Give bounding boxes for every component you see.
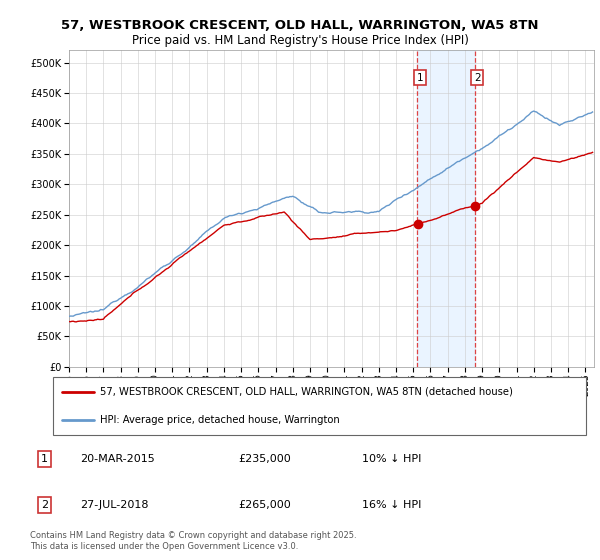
Text: 1: 1 [41,454,48,464]
FancyBboxPatch shape [53,377,586,435]
Text: 27-JUL-2018: 27-JUL-2018 [80,500,149,510]
Text: 57, WESTBROOK CRESCENT, OLD HALL, WARRINGTON, WA5 8TN (detached house): 57, WESTBROOK CRESCENT, OLD HALL, WARRIN… [100,387,512,397]
Text: 20-MAR-2015: 20-MAR-2015 [80,454,155,464]
Bar [417,50,475,367]
Text: Contains HM Land Registry data © Crown copyright and database right 2025.
This d: Contains HM Land Registry data © Crown c… [29,531,356,551]
Text: 1: 1 [416,73,423,83]
Text: 2: 2 [474,73,481,83]
Text: 2: 2 [41,500,48,510]
Text: 57, WESTBROOK CRESCENT, OLD HALL, WARRINGTON, WA5 8TN: 57, WESTBROOK CRESCENT, OLD HALL, WARRIN… [61,18,539,32]
Text: £235,000: £235,000 [238,454,291,464]
Text: 16% ↓ HPI: 16% ↓ HPI [362,500,422,510]
Text: HPI: Average price, detached house, Warrington: HPI: Average price, detached house, Warr… [100,415,340,425]
Text: Price paid vs. HM Land Registry's House Price Index (HPI): Price paid vs. HM Land Registry's House … [131,34,469,47]
Text: 10% ↓ HPI: 10% ↓ HPI [362,454,422,464]
Text: £265,000: £265,000 [238,500,291,510]
